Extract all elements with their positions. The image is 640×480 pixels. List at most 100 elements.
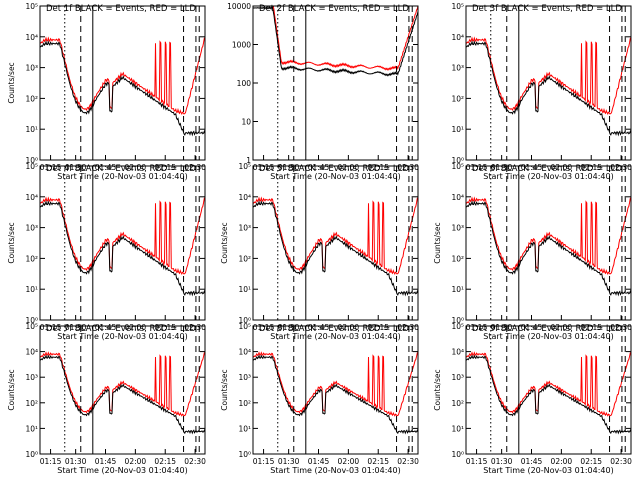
y-tick-label: 10 [241, 118, 251, 127]
x-tick-label: 02:00 [125, 323, 147, 332]
x-tick-label: 01:45 [95, 457, 117, 466]
x-tick-label: 02:00 [551, 457, 573, 466]
y-tick-label: 10⁴ [451, 348, 464, 357]
x-tick-label: 02:00 [338, 457, 360, 466]
x-axis-label: Start Time (20-Nov-03 01:04:40) [483, 172, 613, 181]
y-tick-label: 10¹ [25, 125, 38, 134]
chart-title: Det 1f BLACK = Events, RED = LLD [46, 4, 196, 14]
x-tick-label: 01:30 [278, 323, 300, 332]
y-axis-label: Counts/sec [7, 222, 16, 263]
y-tick-label: 10² [25, 94, 38, 103]
y-tick-label: 10² [238, 399, 251, 408]
lld-series-line [465, 351, 632, 417]
events-series-line [252, 354, 419, 435]
lld-series-line [252, 351, 419, 417]
x-tick-label: 02:00 [338, 163, 360, 172]
x-tick-label: 01:15 [466, 323, 488, 332]
x-tick-label: 01:30 [491, 163, 513, 172]
x-tick-label: 01:45 [308, 163, 330, 172]
y-axis-label: Counts/sec [220, 222, 229, 263]
x-tick-label: 02:30 [184, 457, 206, 466]
y-tick-label: 1 [246, 156, 251, 165]
x-tick-label: 02:00 [125, 163, 147, 172]
chart-panel-3: Det 3f BLACK = Events, RED = LLD 10⁰ 10¹ 10… [451, 2, 632, 181]
y-tick-label: 10¹ [25, 285, 38, 294]
x-tick-label: 01:15 [40, 457, 62, 466]
chart-title: Det 3f BLACK = Events, RED = LLD [472, 4, 622, 14]
y-tick-label: 10⁵ [451, 322, 464, 331]
y-tick-label: 10⁰ [25, 156, 38, 165]
chart-panel-7: Det 7f BLACK = Events, RED = LLD 10⁰ 10¹ 10… [7, 322, 206, 475]
x-tick-label: 02:30 [397, 163, 419, 172]
x-axis-label: Start Time (20-Nov-03 01:04:40) [57, 332, 187, 341]
y-tick-label: 10⁰ [451, 316, 464, 325]
chart-panel-6: Det 6f BLACK = Events, RED = LLD 10⁰ 10¹ 10… [433, 162, 632, 341]
y-tick-label: 10¹ [238, 285, 251, 294]
events-series-line [465, 40, 632, 137]
y-tick-label: 10⁵ [25, 322, 38, 331]
plot-frame [39, 325, 206, 455]
x-tick-label: 01:15 [253, 163, 275, 172]
x-tick-label: 01:45 [521, 163, 543, 172]
y-tick-label: 10² [238, 254, 251, 263]
y-axis-label: Counts/sec [433, 369, 442, 410]
plot-frame [465, 325, 632, 455]
y-tick-label: 10¹ [451, 125, 464, 134]
x-tick-label: 01:45 [521, 457, 543, 466]
y-tick-label: 100 [237, 79, 252, 88]
y-tick-label: 10³ [451, 224, 464, 233]
y-tick-label: 1000 [232, 41, 251, 50]
x-tick-label: 02:15 [154, 457, 176, 466]
x-tick-label: 01:45 [308, 323, 330, 332]
y-tick-label: 10⁴ [238, 348, 251, 357]
events-series-line [252, 5, 419, 77]
chart-title: Det 2f BLACK = Events, RED = LLD [259, 4, 409, 14]
y-tick-label: 10² [451, 399, 464, 408]
x-tick-label: 01:30 [491, 323, 513, 332]
y-tick-label: 10⁵ [238, 162, 251, 171]
y-tick-label: 10¹ [451, 424, 464, 433]
x-tick-label: 01:45 [95, 323, 117, 332]
x-tick-label: 02:30 [184, 323, 206, 332]
x-axis-label: Start Time (20-Nov-03 01:04:40) [57, 466, 187, 475]
y-tick-label: 10⁰ [238, 316, 251, 325]
x-tick-label: 01:15 [466, 163, 488, 172]
y-tick-label: 10¹ [25, 424, 38, 433]
y-tick-label: 10¹ [238, 424, 251, 433]
y-tick-label: 10³ [25, 373, 38, 382]
x-axis-label: Start Time (20-Nov-03 01:04:40) [57, 172, 187, 181]
y-tick-label: 10⁰ [25, 316, 38, 325]
x-tick-label: 01:15 [466, 457, 488, 466]
y-axis-label: Counts/sec [220, 369, 229, 410]
lld-series-line [465, 196, 632, 276]
x-tick-label: 02:00 [551, 323, 573, 332]
y-axis-label: Counts/sec [7, 369, 16, 410]
y-tick-label: 10⁵ [451, 2, 464, 11]
x-tick-label: 02:15 [154, 163, 176, 172]
y-tick-label: 10³ [25, 224, 38, 233]
x-tick-label: 02:30 [610, 457, 632, 466]
lld-series-line [39, 351, 206, 417]
x-tick-label: 02:15 [154, 323, 176, 332]
chart-title: Det 4f BLACK = Events, RED = LLD [46, 164, 196, 174]
x-axis-label: Start Time (20-Nov-03 01:04:40) [270, 172, 400, 181]
plot-frame [465, 5, 632, 161]
x-tick-label: 02:15 [367, 457, 389, 466]
x-tick-label: 01:30 [491, 457, 513, 466]
x-axis-label: Start Time (20-Nov-03 01:04:40) [270, 466, 400, 475]
x-tick-label: 02:30 [397, 323, 419, 332]
events-series-line [465, 200, 632, 297]
y-tick-label: 10³ [25, 64, 38, 73]
plot-frame [39, 5, 206, 161]
events-series-line [39, 354, 206, 435]
events-series-line [252, 200, 419, 297]
plot-frame [465, 165, 632, 321]
y-tick-label: 10⁵ [25, 2, 38, 11]
y-tick-label: 10⁴ [238, 193, 251, 202]
chart-title: Det 5f BLACK = Events, RED = LLD [259, 164, 409, 174]
lld-series-line [39, 196, 206, 276]
chart-panel-9: Det 9f BLACK = Events, RED = LLD 10⁰ 10¹ 10… [433, 322, 632, 475]
y-tick-label: 10⁵ [25, 162, 38, 171]
chart-title: Det 9f BLACK = Events, RED = LLD [472, 324, 622, 334]
x-tick-label: 02:15 [580, 163, 602, 172]
